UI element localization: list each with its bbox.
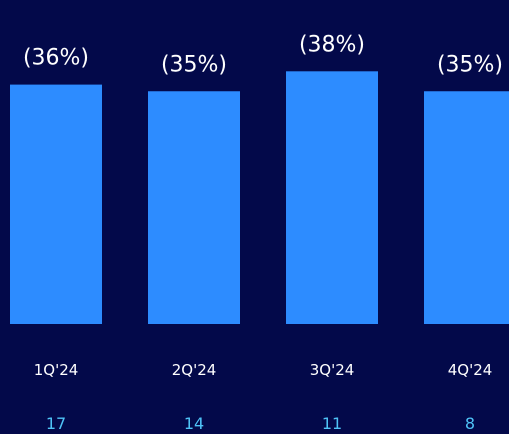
- category-label-4: 4Q'24: [448, 361, 493, 379]
- bar-3: [286, 71, 378, 324]
- category-labels-layer: 1Q'24 2Q'24 3Q'24 4Q'24: [34, 361, 493, 379]
- bars-layer: [10, 71, 509, 324]
- data-label-1: (36%): [23, 46, 89, 71]
- category-label-2: 2Q'24: [172, 361, 217, 379]
- data-label-2: (35%): [161, 52, 227, 77]
- category-label-1: 1Q'24: [34, 361, 79, 379]
- data-label-3: (38%): [299, 32, 365, 57]
- value-labels-layer: (36%) (35%) (38%) (35%): [23, 32, 503, 77]
- count-label-3: 11: [322, 414, 342, 433]
- data-label-4: (35%): [437, 52, 503, 77]
- count-label-4: 8: [465, 414, 475, 433]
- bar-1: [10, 84, 102, 324]
- category-label-3: 3Q'24: [310, 361, 355, 379]
- count-labels-layer: 17 14 11 8: [46, 414, 475, 433]
- count-label-1: 17: [46, 414, 66, 433]
- bar-4: [424, 91, 509, 324]
- count-label-2: 14: [184, 414, 204, 433]
- bar-2: [148, 91, 240, 324]
